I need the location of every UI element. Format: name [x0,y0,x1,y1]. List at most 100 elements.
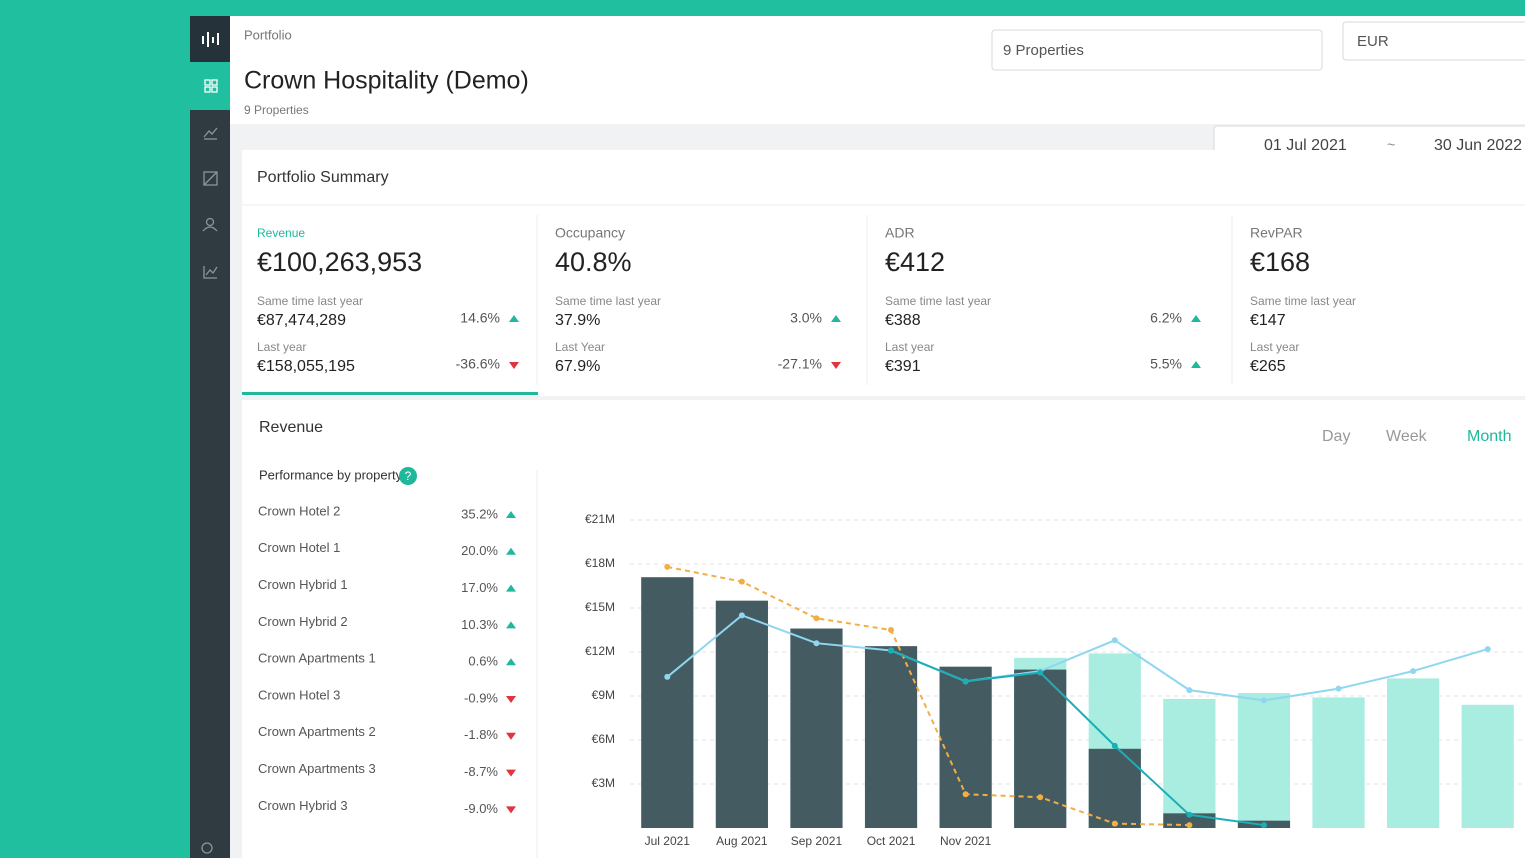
trend-arrow [509,315,519,322]
y-tick-label: €6M [592,732,615,746]
logo-icon [202,32,219,47]
logo [190,16,230,62]
kpi-value: 40.8% [555,247,632,277]
kpi-label: RevPAR [1250,225,1303,241]
trend-arrow [831,315,841,322]
summary-card [242,150,1525,396]
section-title: Revenue [259,419,323,436]
date-to: 30 Jun 2022 [1434,137,1522,154]
kpi-row-label: Last Year [555,340,605,354]
property-change: 0.6% [468,654,498,669]
line-point [962,678,969,685]
line-point [664,563,671,570]
kpi-change: 6.2% [1150,310,1182,326]
property-name: Crown Hotel 1 [258,540,340,555]
nav-icons[interactable] [201,127,218,854]
kpi-row-value: 67.9% [555,358,600,375]
page-subtitle: 9 Properties [244,103,309,117]
help-icon[interactable] [399,467,417,485]
property-change: 20.0% [461,543,498,558]
property-name: Crown Apartments 1 [258,651,376,666]
property-name: Crown Hotel 2 [258,503,340,518]
y-tick-label: €12M [585,644,615,658]
kpi-row-value: €87,474,289 [257,312,346,329]
tab[interactable]: Week [1386,428,1428,445]
trend-arrow [506,732,516,740]
line-point [1335,685,1342,692]
bar [939,666,992,828]
property-name: Crown Apartments 3 [258,761,376,776]
currency-select[interactable] [1342,21,1525,61]
property-name: Crown Apartments 2 [258,724,376,739]
line [667,565,1190,827]
kpi-label: Occupancy [555,225,625,241]
trend-arrow [506,658,516,666]
property-change: 35.2% [461,506,498,521]
kpi-row-value: 37.9% [555,312,600,329]
property-select[interactable] [991,29,1323,71]
line-point [664,673,671,680]
x-tick-label: Nov 2021 [940,834,992,848]
line-point [738,578,745,585]
line-point [1260,697,1267,704]
kpi-change: 14.6% [460,310,500,326]
bar [1014,669,1067,828]
line-point [1037,669,1044,676]
kpi-row-label: Last year [885,340,934,354]
kpi-value: €168 [1250,247,1310,277]
trend-arrow [506,584,516,592]
property-name: Crown Hotel 3 [258,687,340,702]
bar [715,600,768,828]
tab[interactable]: Month [1467,428,1511,445]
property-change: -0.9% [464,690,498,705]
kpi-label: Revenue [257,226,305,240]
kpi-change: 3.0% [790,310,822,326]
line-point [1484,646,1491,653]
bar [864,646,918,828]
kpi-row-label: Same time last year [1250,294,1356,308]
kpi-row-label: Same time last year [885,294,991,308]
trend-arrow [506,547,516,555]
line-point [1260,822,1267,829]
performance-title: Performance by property [259,467,403,482]
bar [1237,693,1291,828]
help-text: ? [405,469,412,483]
trend-arrow [509,362,519,369]
line-point [888,647,895,654]
bar [1387,678,1440,828]
kpi-row-value: €391 [885,358,921,375]
kpi-change: -27.1% [778,356,822,372]
kpi-change: 5.5% [1150,356,1182,372]
trend-arrow [506,511,516,518]
property-change: -1.8% [464,727,498,742]
kpi-row-label: Same time last year [257,294,363,308]
x-tick-label: Sep 2021 [791,834,843,848]
line-point [1186,811,1193,818]
y-tick-label: €15M [585,600,615,614]
line-point [962,791,969,798]
property-select-text: 9 Properties [1003,42,1084,59]
property-name: Crown Hybrid 2 [258,614,348,629]
tab[interactable]: Day [1322,428,1350,445]
line-point [1111,742,1118,749]
bar [1312,697,1365,828]
x-tick-label: Aug 2021 [716,834,768,848]
breadcrumb: Portfolio [244,27,292,42]
property-change: 10.3% [461,617,498,632]
property-name: Crown Hybrid 3 [258,798,348,813]
trend-arrow [506,769,516,777]
trend-arrow [831,362,841,369]
line [666,614,1488,702]
kpi-row-label: Last year [1250,340,1299,354]
property-change: -9.0% [464,801,498,816]
line-point [813,640,820,647]
kpi-value: €100,263,953 [257,247,422,277]
sidebar [190,16,230,858]
y-tick-label: €9M [592,688,615,702]
nav-dashboard[interactable] [190,62,230,110]
kpi-row-value: €158,055,195 [257,358,355,375]
y-tick-label: €21M [585,512,615,526]
x-tick-label: Jul 2021 [645,834,691,848]
kpi-change: -36.6% [456,356,500,372]
